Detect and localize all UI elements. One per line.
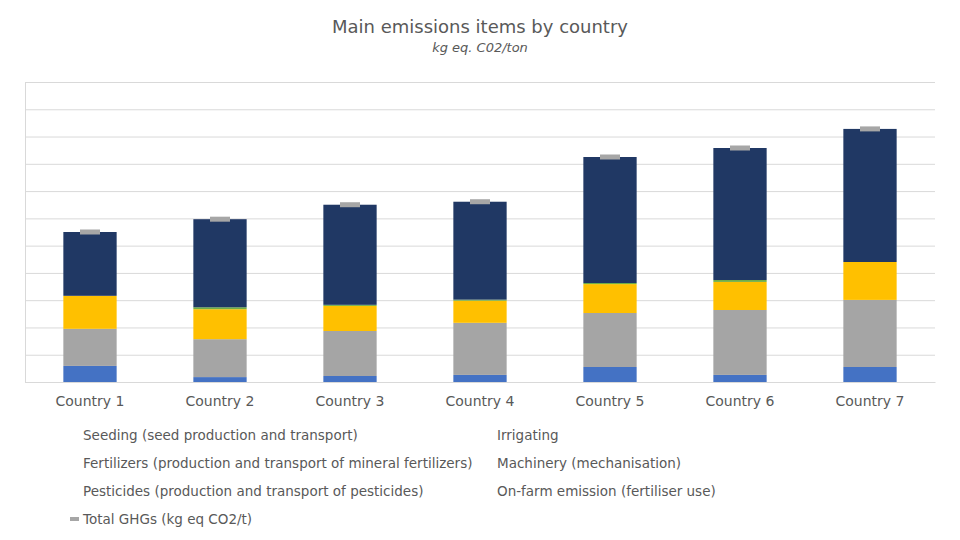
total-marker (210, 217, 230, 222)
x-tick-label: Country 6 (706, 393, 775, 409)
marker-series (80, 126, 880, 234)
x-tick-label: Country 4 (446, 393, 515, 409)
legend-label: Seeding (seed production and transport) (83, 427, 358, 443)
bar (63, 296, 116, 329)
bar (713, 280, 766, 282)
bar (843, 367, 896, 382)
legend-label: On-farm emission (fertiliser use) (497, 483, 716, 499)
bar (843, 300, 896, 367)
plot-area (63, 126, 896, 382)
y-tick (25, 109, 935, 110)
bar (323, 306, 376, 331)
bar-series (63, 129, 896, 307)
x-tick: Country 2 (186, 382, 255, 409)
bar (453, 375, 506, 382)
x-tick-label: Country 7 (836, 393, 905, 409)
grid-line (25, 137, 935, 138)
x-axis: Country 1 Country 2 Country 3 Country 4 Coun… (26, 382, 936, 409)
y-tick (25, 137, 935, 138)
bar (843, 129, 896, 262)
bar (63, 366, 116, 382)
bar (193, 339, 246, 377)
bar (453, 301, 506, 323)
bar (583, 313, 636, 367)
grid-line (25, 191, 935, 192)
bar (193, 377, 246, 382)
x-tick: Country 1 (56, 382, 125, 409)
legend-label: Pesticides (production and transport of … (83, 483, 423, 499)
bar (453, 323, 506, 375)
subtitle: kg eq. C02/ton (432, 40, 528, 55)
bar-series (63, 300, 896, 377)
bar (453, 300, 506, 301)
y-axis-line (26, 83, 936, 383)
legend-label: Machinery (mechanisation) (497, 455, 681, 471)
total-marker (860, 126, 880, 131)
bar (583, 367, 636, 382)
bar (63, 329, 116, 366)
x-tick: Country 5 (576, 382, 645, 409)
y-axis (25, 83, 935, 383)
total-marker (340, 202, 360, 207)
x-tick-label: Country 2 (186, 393, 255, 409)
x-axis-line (26, 382, 936, 383)
x-tick: Country 4 (446, 382, 515, 409)
total-marker (470, 199, 490, 204)
legend: Seeding (seed production and transport) I… (70, 427, 716, 527)
grid-line (25, 164, 935, 165)
bar (323, 331, 376, 376)
x-tick-label: Country 1 (56, 393, 125, 409)
grid-line (25, 109, 935, 110)
bar (713, 375, 766, 382)
x-tick: Country 6 (706, 382, 775, 409)
grid-line (25, 82, 935, 83)
y-tick (25, 82, 935, 83)
bar (193, 309, 246, 339)
total-marker (600, 155, 620, 160)
legend-label: Total GHGs (kg eq CO2/t) (82, 511, 252, 527)
total-marker (730, 146, 750, 151)
y-tick (25, 191, 935, 192)
bar (323, 305, 376, 306)
bar (583, 157, 636, 283)
bar (583, 283, 636, 284)
bar (63, 232, 116, 296)
bar (843, 262, 896, 300)
grid-line (25, 382, 935, 383)
legend-label: Fertilizers (production and transport of… (83, 455, 472, 471)
legend-label: Irrigating (497, 427, 559, 443)
bar (323, 205, 376, 305)
x-tick-label: Country 5 (576, 393, 645, 409)
bar (453, 202, 506, 300)
legend-swatch (70, 517, 79, 521)
total-marker (80, 230, 100, 235)
x-tick: Country 3 (316, 382, 385, 409)
bar (193, 307, 246, 309)
bar (583, 284, 636, 313)
bar (193, 219, 246, 307)
x-tick-label: Country 3 (316, 393, 385, 409)
bar (323, 376, 376, 382)
chart: Main emissions items by country kg eq. C0… (0, 0, 960, 540)
bar (713, 148, 766, 280)
y-tick (25, 164, 935, 165)
title: Main emissions items by country (332, 16, 628, 37)
bar (713, 282, 766, 310)
x-tick: Country 7 (836, 382, 905, 409)
y-tick (25, 382, 935, 383)
bar (713, 310, 766, 375)
